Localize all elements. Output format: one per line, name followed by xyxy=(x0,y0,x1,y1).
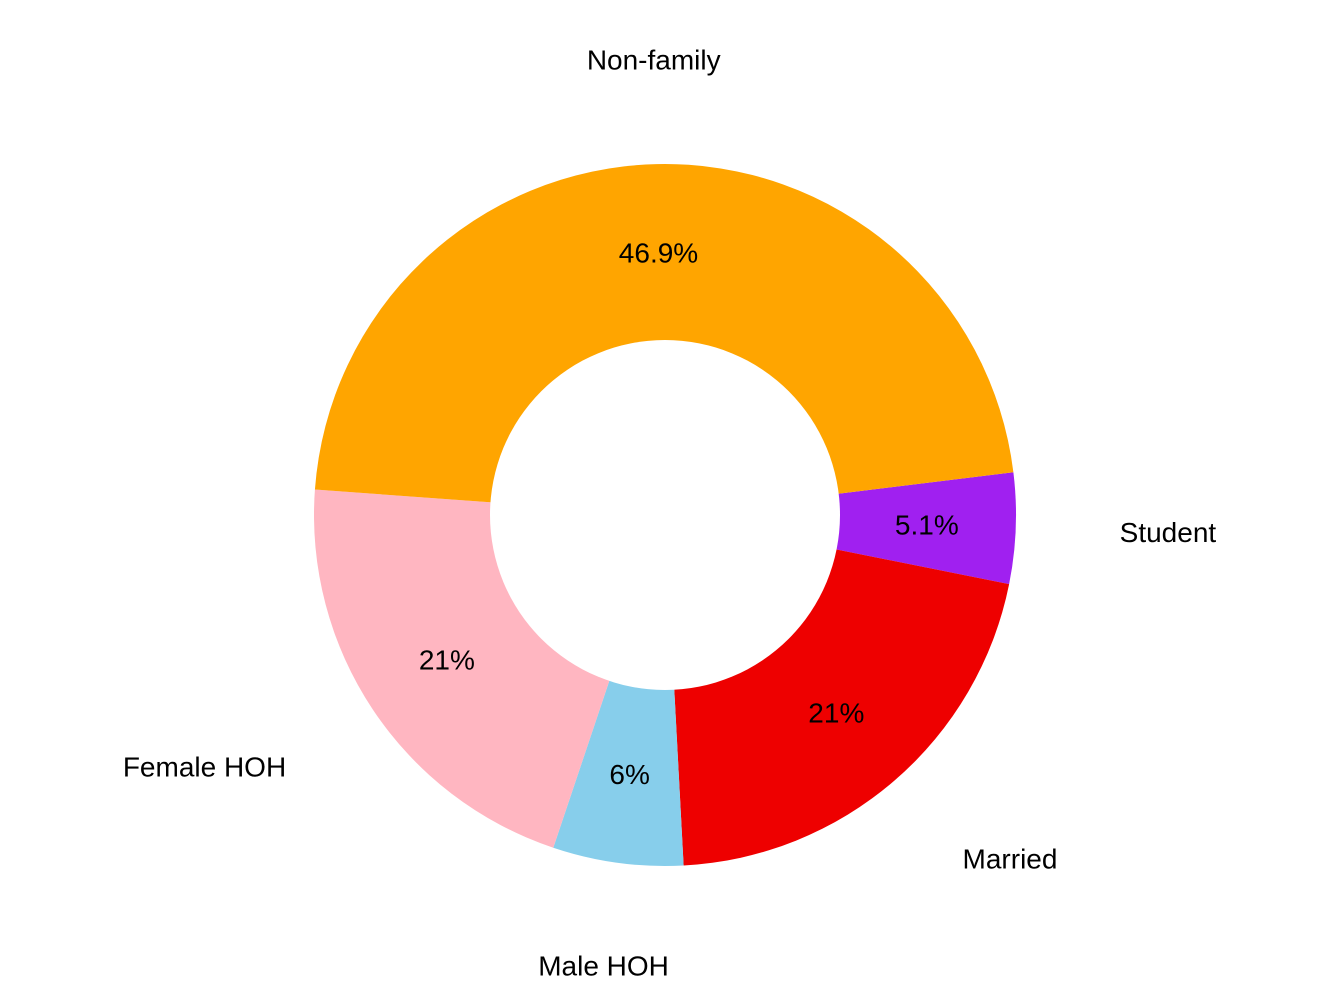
slice-non-family xyxy=(314,163,1014,515)
value-label-male-hoh: 6% xyxy=(609,759,649,790)
value-label-non-family: 46.9% xyxy=(619,238,698,269)
category-label-non-family: Non-family xyxy=(587,45,721,76)
labels-group: 5.1% Student 21% Married 6% Male HOH 21% Female… xyxy=(123,45,1217,982)
value-label-student: 5.1% xyxy=(895,509,959,540)
value-label-married: 21% xyxy=(808,698,864,729)
slice-student xyxy=(665,472,1017,585)
category-label-female-hoh: Female HOH xyxy=(123,752,286,783)
category-label-student: Student xyxy=(1120,517,1217,548)
category-label-married: Married xyxy=(963,844,1058,875)
donut-hole xyxy=(490,340,840,690)
category-label-male-hoh: Male HOH xyxy=(538,950,669,981)
value-label-female-hoh: 21% xyxy=(419,645,475,676)
